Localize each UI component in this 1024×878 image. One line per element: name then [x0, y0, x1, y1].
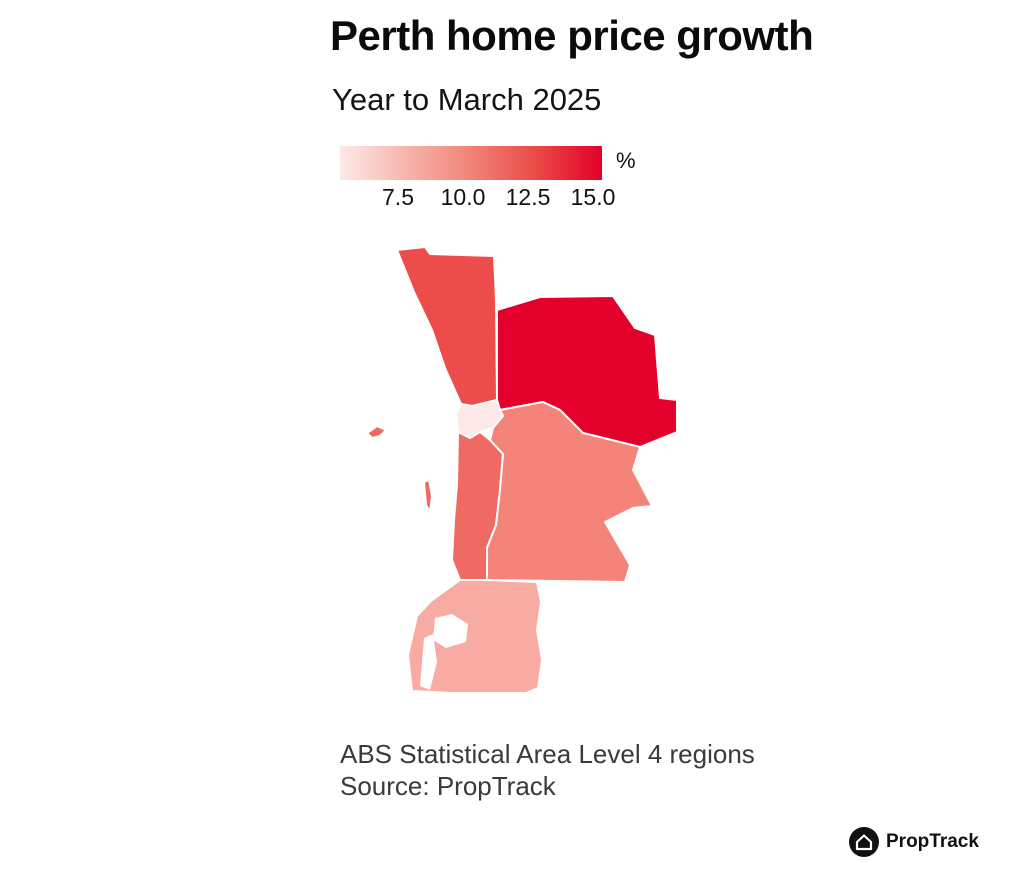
- map-region[interactable]: [407, 579, 543, 694]
- brand-name: PropTrack: [886, 831, 979, 852]
- legend-tick-label: 12.5: [505, 184, 551, 210]
- legend-tick-label: 15.0: [570, 184, 616, 210]
- page-subtitle: Year to March 2025: [332, 82, 602, 117]
- page-title: Perth home price growth: [330, 12, 814, 59]
- footnote-source: Source: PropTrack: [340, 771, 556, 801]
- brand-logo: PropTrack: [848, 826, 979, 858]
- footnote-regions: ABS Statistical Area Level 4 regions: [340, 739, 755, 769]
- map-region[interactable]: [366, 425, 387, 439]
- legend-unit: %: [616, 148, 636, 173]
- footnote: ABS Statistical Area Level 4 regions Sou…: [340, 738, 755, 802]
- legend-gradient-bar: [340, 146, 602, 180]
- legend-tick-label: 10.0: [440, 184, 486, 210]
- map-region[interactable]: [396, 246, 498, 407]
- house-icon: [849, 827, 879, 857]
- legend-tick-label: 7.5: [382, 184, 414, 210]
- color-legend: % 7.5 10.0 12.5 15.0: [340, 146, 640, 216]
- map-region[interactable]: [423, 479, 433, 513]
- map-region[interactable]: [486, 401, 653, 583]
